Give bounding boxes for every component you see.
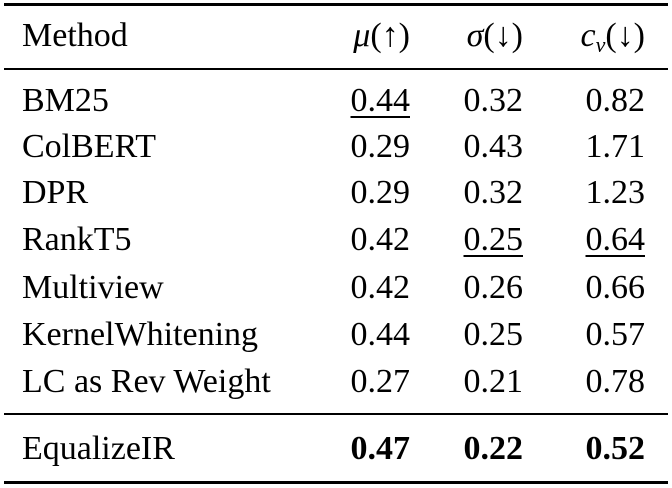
row-sigma: 0.26 [463,269,524,306]
row-mu: 0.27 [350,363,411,400]
header-cv-direction: (↓) [605,17,645,54]
separator-rule [4,413,668,415]
row-sigma: 0.21 [463,363,524,400]
final-row-sigma: 0.22 [463,430,524,467]
header-std-symbol: σ [466,17,484,54]
header-mean-direction: (↑) [370,17,410,54]
row-mu: 0.44 [350,316,411,353]
row-cv: 1.71 [585,128,646,165]
row-mu: 0.29 [350,174,411,211]
final-row-cv: 0.52 [585,430,646,467]
header-std-direction: (↓) [483,17,523,54]
row-cv: 1.23 [585,174,646,211]
row-method: LC as Rev Weight [22,363,271,400]
header-method: Method [22,17,128,54]
row-cv: 0.78 [585,363,646,400]
row-method: Multiview [22,269,164,306]
bottom-rule [4,481,668,484]
row-sigma: 0.43 [463,128,524,165]
header-cv-symbol: c [580,17,596,54]
row-method: DPR [22,174,89,211]
final-row-mu: 0.47 [350,430,411,467]
row-sigma: 0.25 [463,316,524,353]
row-cv-value: 0.64 [585,221,646,258]
final-row-method: EqualizeIR [22,430,175,467]
header-cv: cv(↓) [535,16,645,65]
row-mu-value: 0.44 [350,82,411,119]
header-rule [4,68,668,70]
header-mean-symbol: μ [353,17,371,54]
row-cv: 0.57 [585,316,646,353]
header-mean: μ(↑) [300,16,410,56]
row-mu: 0.29 [350,128,411,165]
top-rule [4,3,668,6]
row-mu: 0.44 [300,81,411,121]
row-cv: 0.66 [585,269,646,306]
row-method: ColBERT [22,128,156,165]
row-cv: 0.64 [535,220,646,260]
row-method: RankT5 [22,221,132,258]
row-mu: 0.42 [350,269,411,306]
row-sigma: 0.25 [413,220,524,260]
row-method: KernelWhitening [22,316,259,353]
row-sigma: 0.32 [463,82,524,119]
header-cv-subscript: v [595,32,606,57]
row-sigma: 0.32 [463,174,524,211]
row-cv: 0.82 [585,82,646,119]
row-method: BM25 [22,82,109,119]
row-sigma-value: 0.25 [463,221,524,258]
row-mu: 0.42 [350,221,411,258]
header-std: σ(↓) [413,16,523,56]
